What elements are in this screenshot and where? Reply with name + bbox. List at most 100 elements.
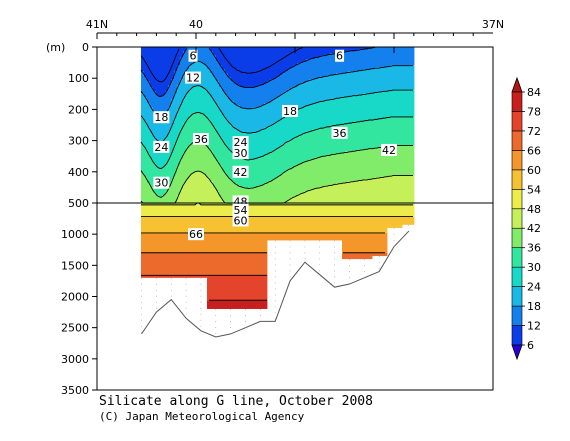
colorbar-swatch <box>511 130 523 151</box>
field-cell <box>195 253 199 276</box>
field-cell <box>282 205 286 218</box>
field-cell <box>213 47 217 56</box>
field-cell <box>231 181 235 204</box>
field-cell <box>153 113 157 138</box>
field-cell <box>330 233 334 241</box>
field-cell <box>177 217 181 234</box>
field-cell <box>405 217 409 225</box>
field-cell <box>342 47 346 52</box>
field-cell <box>147 233 151 254</box>
field-cell <box>339 183 343 206</box>
field-cell <box>258 203 262 206</box>
field-cell <box>174 93 178 118</box>
field-cell <box>231 301 235 309</box>
field-cell <box>408 65 412 90</box>
field-cell <box>183 233 187 254</box>
colorbar-label: 66 <box>527 144 541 157</box>
field-cell <box>402 117 406 146</box>
field-cell <box>321 205 325 218</box>
field-cell <box>375 67 379 94</box>
field-cell <box>168 253 172 276</box>
field-cell <box>225 203 229 206</box>
field-cell <box>387 67 391 92</box>
field-cell <box>318 77 322 102</box>
field-cell <box>222 233 226 254</box>
field-cell <box>381 217 385 234</box>
field-cell <box>321 187 325 206</box>
field-cell <box>171 125 175 152</box>
field-cell <box>258 253 262 276</box>
field-cell <box>147 205 151 218</box>
field-cell <box>297 217 301 234</box>
field-cell <box>336 153 340 184</box>
field-cell <box>264 155 268 184</box>
contour-6 <box>140 48 180 83</box>
contour-label-bg <box>232 214 249 227</box>
field-cell <box>246 47 250 88</box>
field-cell <box>291 217 295 234</box>
field-cell <box>252 133 256 160</box>
field-cell <box>318 57 322 78</box>
field-cell <box>174 143 178 174</box>
field-cell <box>171 275 175 278</box>
field-cell <box>366 233 370 254</box>
field-cell <box>276 217 280 234</box>
field-cell <box>192 253 196 276</box>
field-cell <box>222 253 226 276</box>
field-cell <box>249 47 253 88</box>
field-cell <box>381 233 385 254</box>
field-cell <box>339 153 343 184</box>
field-cell <box>210 73 214 98</box>
field-cell <box>282 233 286 241</box>
field-cell <box>273 179 277 204</box>
field-cell <box>240 301 244 309</box>
field-cell <box>327 99 331 128</box>
field-cell <box>228 179 232 204</box>
field-cell <box>165 233 169 254</box>
y-tick-label: 300 <box>68 135 89 148</box>
field-cell <box>162 141 166 168</box>
field-cell <box>171 179 175 204</box>
field-cell <box>255 87 259 108</box>
field-cell <box>360 181 364 206</box>
contour-18 <box>140 60 413 118</box>
field-cell <box>222 47 226 70</box>
field-cell <box>285 143 289 172</box>
field-cell <box>141 47 145 72</box>
colorbar-label: 48 <box>527 203 541 216</box>
contour-label: 6 <box>190 50 197 63</box>
field-cell <box>198 113 202 142</box>
field-cell <box>261 217 265 234</box>
field-cell <box>315 129 319 158</box>
field-cell <box>168 233 172 254</box>
field-cell <box>300 47 304 64</box>
field-cell <box>153 275 157 278</box>
field-cell <box>345 205 349 218</box>
field-cell <box>318 205 322 218</box>
field-cell <box>339 125 343 154</box>
field-cell <box>273 123 277 152</box>
field-cell <box>315 189 319 206</box>
field-cell <box>381 47 385 68</box>
field-cell <box>396 65 400 90</box>
field-cell <box>357 217 361 234</box>
field-cell <box>156 203 160 206</box>
field-cell <box>306 131 310 162</box>
field-cell <box>279 205 283 218</box>
field-cell <box>369 253 373 260</box>
field-cell <box>159 197 163 204</box>
field-cell <box>207 177 211 206</box>
field-cell <box>198 233 202 254</box>
field-cell <box>282 217 286 234</box>
colorbar-label: 30 <box>527 261 541 274</box>
contour-label: 24 <box>234 136 248 149</box>
field-cell <box>276 203 280 206</box>
field-cell <box>360 121 364 150</box>
field-cell <box>192 113 196 142</box>
field-cell <box>198 85 202 114</box>
field-cell <box>150 47 154 88</box>
field-cell <box>228 275 232 302</box>
field-cell <box>354 181 358 206</box>
field-cell <box>351 95 355 124</box>
field-cell <box>228 233 232 254</box>
